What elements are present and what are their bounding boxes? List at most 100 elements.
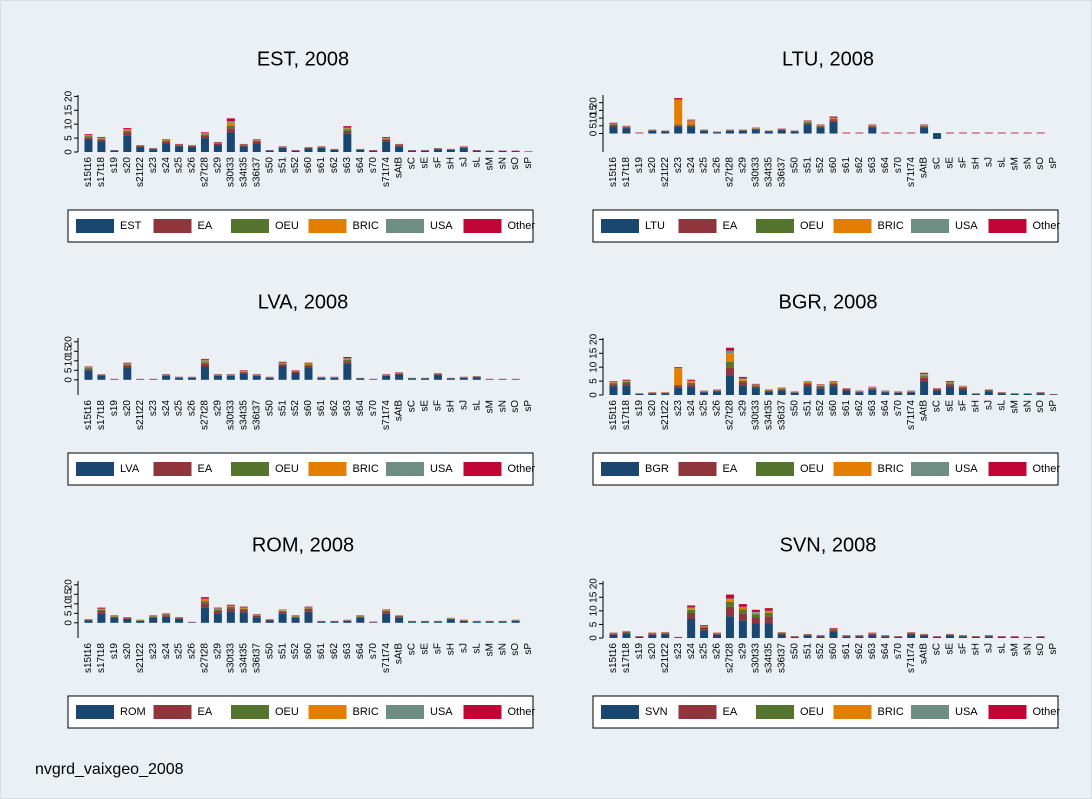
- bar-segment: [687, 124, 696, 126]
- bar-segment: [894, 636, 903, 638]
- x-tick-label: s51: [277, 643, 288, 660]
- x-tick-label: sC: [932, 157, 943, 169]
- bar-segment: [356, 616, 365, 618]
- bar-segment: [751, 128, 760, 130]
- bar-segment: [356, 617, 365, 623]
- bar-segment: [855, 132, 864, 134]
- bar-segment: [984, 635, 993, 637]
- bar-segment: [369, 150, 378, 152]
- bar-segment: [239, 607, 248, 608]
- x-tick-label: s25: [699, 643, 710, 660]
- bar-segment: [958, 132, 967, 134]
- bar-segment: [725, 350, 734, 354]
- x-tick-label: sE: [945, 157, 956, 169]
- legend-label: ROM: [120, 706, 146, 718]
- x-tick-label: s63: [342, 400, 353, 417]
- bar-segment: [738, 606, 747, 608]
- legend-swatch: [833, 462, 872, 476]
- bar-segment: [700, 626, 709, 628]
- x-tick-label: s63: [867, 643, 878, 660]
- x-tick-label: s27t28: [725, 643, 736, 673]
- x-tick-label: sE: [945, 400, 956, 412]
- x-tick-label: s26: [712, 643, 723, 660]
- bar-segment: [751, 617, 760, 624]
- bar-segment: [252, 141, 261, 144]
- bar-segment: [829, 121, 838, 134]
- bar-segment: [609, 634, 618, 638]
- bar-segment: [764, 131, 773, 134]
- bar-segment: [200, 598, 209, 600]
- bar-segment: [188, 622, 197, 623]
- bar-segment: [648, 634, 657, 638]
- x-tick-label: sJ: [458, 400, 469, 410]
- bar-segment: [945, 634, 954, 636]
- x-tick-label: s60: [303, 643, 314, 660]
- legend-label: LVA: [120, 463, 140, 475]
- legend-label: Other: [1033, 463, 1061, 475]
- bar-segment: [920, 372, 929, 374]
- y-tick-label: 10: [589, 605, 600, 617]
- bar-segment: [725, 347, 734, 351]
- x-tick-label: s70: [368, 400, 379, 417]
- bar-segment: [123, 618, 132, 619]
- bar-segment: [725, 367, 734, 376]
- bar-segment: [317, 377, 326, 380]
- bar-segment: [829, 386, 838, 395]
- x-tick-label: s52: [290, 400, 301, 417]
- bar-segment: [382, 613, 391, 623]
- x-tick-label: sL: [471, 643, 482, 654]
- bar-segment: [751, 623, 760, 638]
- x-tick-label: s34t35: [238, 643, 249, 673]
- x-tick-label: s50: [264, 157, 275, 174]
- bar-segment: [511, 620, 520, 623]
- bar-segment: [317, 621, 326, 623]
- bar-segment: [213, 141, 222, 143]
- bar-segment: [803, 381, 812, 382]
- bar-segment: [433, 148, 442, 150]
- bar-segment: [687, 379, 696, 381]
- x-tick-label: s23: [148, 643, 159, 660]
- bar-segment: [175, 619, 184, 623]
- legend-swatch: [678, 219, 717, 233]
- bar-segment: [868, 126, 877, 128]
- legend-swatch: [756, 705, 794, 719]
- bar-segment: [239, 608, 248, 611]
- bar-segment: [291, 370, 300, 371]
- bar-segment: [829, 630, 838, 633]
- bar-segment: [395, 373, 404, 375]
- bar-segment: [687, 126, 696, 134]
- bar-segment: [459, 147, 468, 148]
- bar-segment: [622, 381, 631, 382]
- bar-segment: [738, 604, 747, 607]
- bar-segment: [764, 608, 773, 611]
- x-tick-label: sAtB: [919, 643, 930, 664]
- x-tick-label: s29: [738, 157, 749, 174]
- bar-segment: [674, 98, 683, 100]
- x-tick-label: sN: [497, 400, 508, 412]
- bar-segment: [674, 637, 683, 638]
- bar-segment: [343, 361, 352, 364]
- bar-segment: [175, 146, 184, 152]
- bar-segment: [764, 611, 773, 614]
- y-tick-label: 20: [64, 579, 75, 591]
- bar-segment: [123, 129, 132, 131]
- bar-segment: [713, 634, 722, 638]
- x-tick-label: sE: [420, 643, 431, 655]
- bar-segment: [700, 630, 709, 638]
- bar-segment: [881, 635, 890, 637]
- bar-segment: [1023, 637, 1032, 638]
- bar-segment: [84, 139, 93, 152]
- bar-segment: [829, 629, 838, 631]
- bar-segment: [149, 379, 158, 380]
- legend-label: USA: [955, 706, 978, 718]
- legend-label: EA: [723, 220, 738, 232]
- bar-segment: [343, 129, 352, 131]
- bar-segment: [136, 379, 145, 380]
- bar-segment: [829, 116, 838, 118]
- x-tick-label: s62: [329, 157, 340, 174]
- bar-segment: [200, 360, 209, 363]
- x-tick-label: s15t16: [83, 400, 94, 430]
- bar-segment: [1023, 393, 1032, 395]
- bar-segment: [777, 130, 786, 134]
- bar-segment: [868, 127, 877, 134]
